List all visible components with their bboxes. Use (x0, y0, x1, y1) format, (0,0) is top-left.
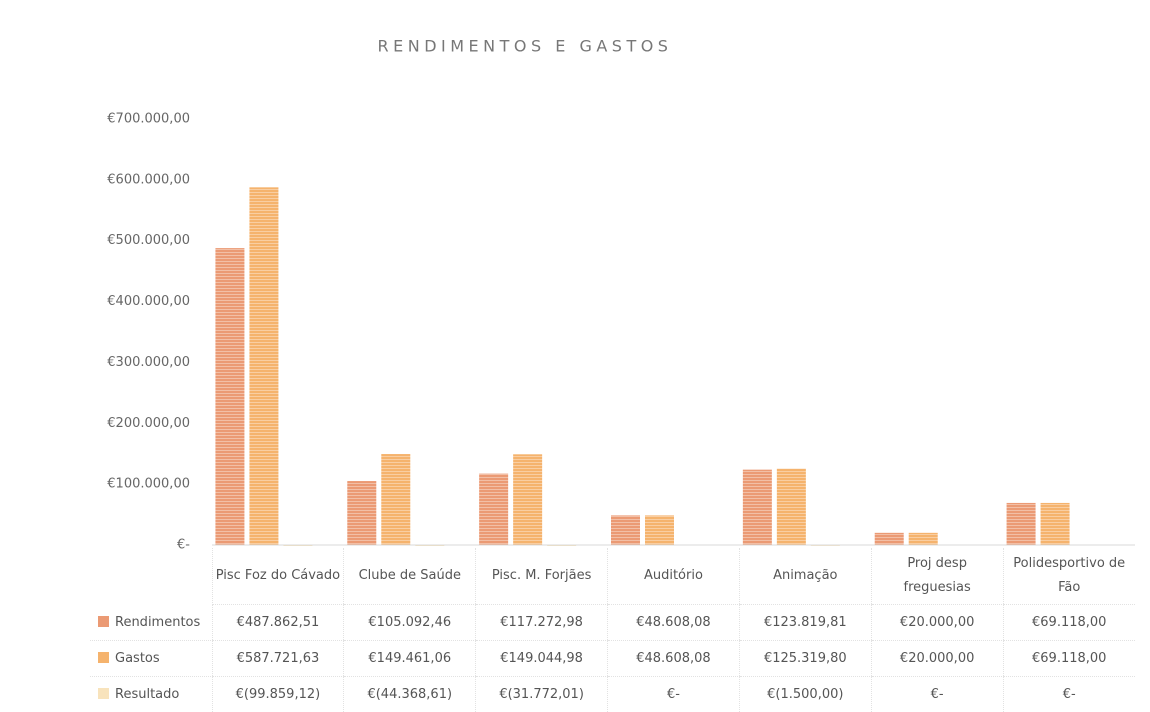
x-tick-label-text: Pisc. M. Forjães (491, 568, 592, 583)
value-label-text: €69.118,00 (1032, 615, 1107, 630)
value-label-text: €48.608,08 (636, 615, 711, 630)
legend-entry: Gastos (90, 640, 212, 677)
bar (513, 454, 543, 545)
value-label-text: €117.272,98 (500, 615, 583, 630)
x-tick-label-text: Pisc Foz do Cávado (215, 568, 341, 583)
value-label: €48.608,08 (607, 604, 740, 641)
bar (645, 515, 674, 545)
value-label-text: €20.000,00 (899, 651, 975, 666)
x-tick-label: Pisc. M. Forjães (475, 548, 608, 605)
value-label-text: €105.092,46 (368, 615, 452, 630)
bar (215, 248, 245, 545)
y-tick-label: €600.000,00 (107, 172, 190, 187)
value-label-text: €69.118,00 (1032, 651, 1107, 666)
value-label-text: €149.044,98 (500, 651, 583, 666)
x-tick-label: Pisc Foz do Cávado (211, 548, 344, 605)
x-tick-label: Animação (738, 548, 872, 605)
series-row: Rendimentos €487.862,51 €105.092,46 €117.27… (90, 604, 1135, 641)
series-row: Gastos €587.721,63 €149.461,06 €149.044,98 €… (90, 640, 1135, 677)
y-tick-label: €200.000,00 (107, 416, 190, 431)
value-label-text: €587.721,63 (236, 651, 320, 666)
series-row: Resultado €(99.859,12) €(44.368,61) €(31.77… (90, 676, 1135, 712)
bar (249, 187, 279, 545)
x-tick-label-text: Animação (773, 568, 838, 583)
value-label-text: €(1.500,00) (767, 687, 844, 702)
value-label: €(99.859,12) (211, 676, 344, 712)
bar (479, 473, 509, 545)
bar (776, 468, 806, 545)
data-table: Pisc Foz do Cávado Clube de Saúde Pisc. M.… (90, 548, 1135, 712)
value-label-text: €125.319,80 (763, 651, 847, 666)
value-label: €(44.368,61) (343, 676, 476, 712)
bar (908, 532, 938, 545)
value-label-text: €- (930, 687, 944, 702)
value-label-text: €(44.368,61) (367, 687, 453, 702)
x-tick-label-text: Proj desp freguesias (903, 556, 971, 595)
chart-title: RENDIMENTOS E GASTOS (378, 37, 673, 56)
value-label: €123.819,81 (738, 604, 872, 641)
value-label: €(31.772,01) (475, 676, 608, 712)
y-tick-label: €700.000,00 (107, 112, 190, 127)
value-label: €20.000,00 (870, 640, 1004, 677)
value-label: €(1.500,00) (738, 676, 872, 712)
legend-entry: Rendimentos (90, 604, 212, 641)
y-tick-label: €100.000,00 (107, 477, 190, 492)
legend-swatch (98, 688, 109, 699)
value-label-text: €(99.859,12) (235, 687, 321, 702)
y-tick-label: €500.000,00 (107, 233, 190, 248)
value-label: €69.118,00 (1002, 640, 1135, 677)
y-tick-label: €400.000,00 (107, 294, 190, 309)
value-label: €20.000,00 (870, 604, 1004, 641)
header-row: Pisc Foz do Cávado Clube de Saúde Pisc. M.… (90, 548, 1135, 605)
value-label: €125.319,80 (738, 640, 872, 677)
bar (347, 481, 377, 545)
x-tick-label: Proj desp freguesias (870, 548, 1004, 605)
value-label-text: €149.461,06 (368, 651, 452, 666)
x-tick-label: Clube de Saúde (343, 548, 476, 605)
legend-swatch (98, 652, 109, 663)
value-label-text: €123.819,81 (763, 615, 847, 630)
y-tick-label: €300.000,00 (107, 355, 190, 370)
value-label-text: €20.000,00 (899, 615, 975, 630)
value-label: €587.721,63 (211, 640, 344, 677)
legend-label: Resultado (115, 687, 180, 702)
x-tick-label: Auditório (607, 548, 740, 605)
value-label: €149.044,98 (475, 640, 608, 677)
value-label-text: €- (666, 687, 680, 702)
plot-area (215, 187, 1070, 546)
legend-label: Gastos (115, 651, 160, 666)
value-label: €- (607, 676, 740, 712)
value-label: €117.272,98 (475, 604, 608, 641)
bar (874, 532, 904, 545)
value-label-text: €487.862,51 (236, 615, 320, 630)
value-label: €- (870, 676, 1004, 712)
legend-entry: Resultado (90, 676, 212, 712)
value-label-text: €- (1062, 687, 1076, 702)
value-label-text: €48.608,08 (636, 651, 711, 666)
bar (1040, 502, 1070, 545)
legend-swatch (98, 615, 109, 627)
bar (742, 469, 772, 545)
bar (1006, 502, 1036, 545)
bar (611, 515, 640, 545)
x-tick-label-text: Clube de Saúde (358, 568, 461, 583)
value-label: €105.092,46 (343, 604, 476, 641)
value-label: €149.461,06 (343, 640, 476, 677)
x-tick-label: Polidesportivo de Fão (1002, 548, 1135, 605)
x-tick-label-text: Polidesportivo de Fão (1013, 556, 1126, 595)
value-label: €487.862,51 (211, 604, 344, 641)
value-label: €69.118,00 (1002, 604, 1135, 641)
legend-label: Rendimentos (115, 614, 201, 630)
y-tick-label: €- (177, 538, 190, 553)
corner-cell (90, 548, 212, 605)
x-tick-label-text: Auditório (643, 568, 703, 583)
value-label-text: €(31.772,01) (499, 687, 584, 702)
value-label: €48.608,08 (607, 640, 740, 677)
value-label: €- (1002, 676, 1135, 712)
bar (381, 454, 411, 545)
